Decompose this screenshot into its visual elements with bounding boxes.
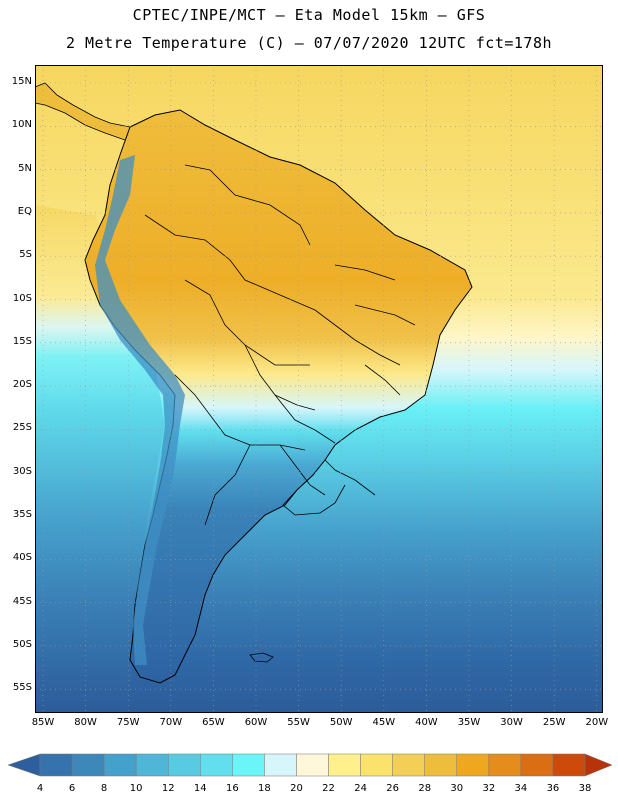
- colorbar-swatch: [392, 753, 425, 777]
- colorbar-swatch: [552, 753, 586, 777]
- lat-label: 55S: [12, 682, 32, 694]
- colorbar-swatch: [296, 753, 329, 777]
- colorbar-svg: 4 6 8 10 12 14 16 18 20 22 24 26 28 30 32 34 36 38: [7, 753, 613, 794]
- map-frame: [35, 65, 603, 713]
- colorbar-label: 36: [547, 783, 560, 794]
- colorbar-swatch: [520, 753, 554, 777]
- colorbar-swatch: [488, 753, 522, 777]
- colorbar-label: 20: [290, 783, 303, 794]
- colorbar-swatch: [71, 753, 105, 777]
- colorbar-swatch: [456, 753, 490, 777]
- colorbar-label: 16: [226, 783, 239, 794]
- colorbar-label: 6: [69, 783, 75, 794]
- lon-label: 45W: [372, 717, 396, 728]
- lat-label: EQ: [17, 205, 32, 217]
- colorbar-swatch: [328, 753, 361, 777]
- colorbar-label: 28: [418, 783, 431, 794]
- colorbar-swatch: [167, 753, 201, 777]
- colorbar-label: 34: [515, 783, 528, 794]
- lat-label: 15S: [12, 335, 32, 347]
- country-borders: [144, 164, 416, 526]
- colorbar-label: 12: [162, 783, 175, 794]
- lon-label: 70W: [159, 717, 183, 728]
- lon-label: 50W: [329, 717, 353, 728]
- lat-label: 15N: [11, 76, 32, 87]
- andes-cold-band: [95, 155, 185, 665]
- colorbar-swatch: [424, 753, 458, 777]
- colorbar-label: 26: [386, 783, 399, 794]
- colorbar: 4 6 8 10 12 14 16 18 20 22 24 26 28 30 32 34 36 38: [0, 750, 618, 794]
- lat-label: 35S: [12, 509, 32, 520]
- lat-label: 40S: [12, 552, 32, 564]
- colorbar-arrow-left: [7, 753, 41, 777]
- lat-label: 20S: [12, 379, 32, 391]
- colorbar-label: 38: [579, 783, 592, 794]
- lat-label: 25S: [12, 422, 32, 434]
- chart-title-line2: 2 Metre Temperature (C) – 07/07/2020 12U…: [65, 34, 553, 52]
- lat-label: 10S: [12, 292, 32, 304]
- lon-label: 80W: [74, 717, 97, 728]
- lon-label: 55W: [287, 717, 310, 728]
- colorbar-label: 30: [450, 783, 463, 794]
- lon-label: 75W: [116, 717, 140, 728]
- colorbar-swatch: [39, 753, 73, 777]
- lon-label: 40W: [415, 717, 438, 728]
- colorbar-swatch: [200, 753, 233, 777]
- colorbar-label: 22: [322, 783, 335, 794]
- lat-label: 5S: [19, 249, 32, 261]
- lat-label: 10N: [11, 119, 32, 131]
- colorbar-swatch: [135, 753, 169, 777]
- lat-label: 5N: [18, 162, 32, 174]
- colorbar-label: 18: [258, 783, 271, 794]
- lon-label: 65W: [202, 717, 225, 728]
- lon-label: 30W: [500, 717, 523, 728]
- colorbar-arrow-right: [584, 753, 613, 777]
- lon-label: 35W: [457, 717, 481, 728]
- lon-label: 25W: [542, 717, 566, 728]
- temperature-map: [35, 65, 603, 713]
- colorbar-swatch: [103, 753, 137, 777]
- colorbar-label: 32: [482, 783, 495, 794]
- lat-label: 30S: [12, 465, 32, 477]
- colorbar-label: 10: [130, 783, 143, 794]
- graticule: [35, 65, 603, 713]
- lon-label: 20W: [585, 717, 609, 728]
- lat-label: 45S: [12, 595, 32, 607]
- map-svg: [35, 65, 603, 713]
- colorbar-label: 4: [37, 783, 43, 794]
- colorbar-label: 8: [101, 783, 107, 794]
- colorbar-swatch: [360, 753, 393, 777]
- chart-title-line1: CPTEC/INPE/MCT – Eta Model 15km – GFS: [132, 6, 486, 24]
- colorbar-label: 14: [194, 783, 207, 794]
- lon-label: 85W: [31, 717, 55, 728]
- lat-label: 50S: [12, 638, 32, 650]
- colorbar-swatch: [232, 753, 265, 777]
- lon-label: 60W: [244, 717, 268, 728]
- colorbar-swatch: [264, 753, 297, 777]
- colorbar-label: 24: [354, 783, 367, 794]
